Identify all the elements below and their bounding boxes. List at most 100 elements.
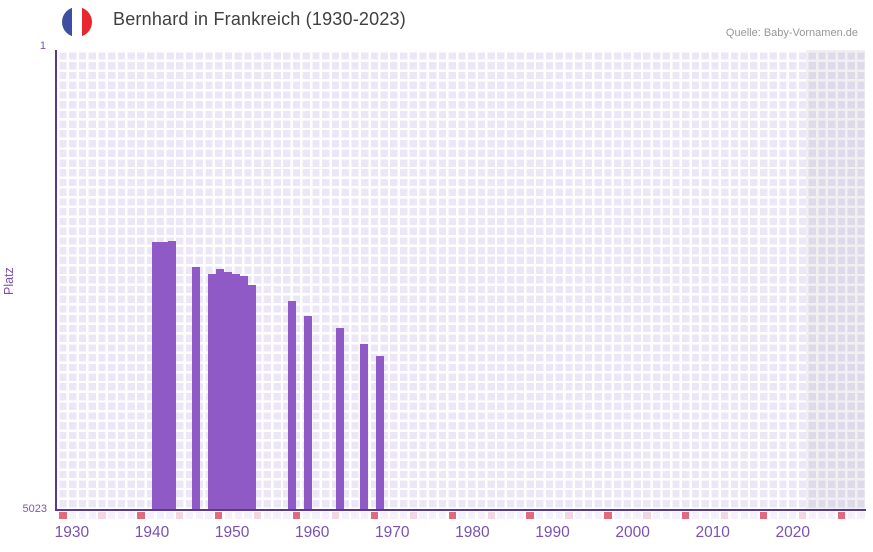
x-tick-label-1990: 1990 bbox=[535, 524, 570, 541]
bar-1968[interactable] bbox=[376, 355, 384, 509]
strip-cell bbox=[740, 511, 748, 519]
strip-cell bbox=[273, 511, 281, 519]
strip-cell bbox=[857, 511, 865, 519]
strip-cell bbox=[88, 511, 96, 519]
strip-cell bbox=[769, 511, 778, 519]
strip-cell bbox=[828, 511, 836, 519]
x-tick-label-2020: 2020 bbox=[775, 524, 811, 541]
strip-cell bbox=[623, 511, 632, 519]
strip-cell bbox=[448, 511, 456, 519]
strip-cell bbox=[604, 511, 612, 519]
strip-cell bbox=[146, 511, 155, 519]
strip-cell bbox=[127, 511, 135, 519]
page-title: Bernhard in Frankreich (1930-2023) bbox=[113, 9, 406, 29]
strip-cell bbox=[837, 511, 846, 519]
flag-blue-stripe bbox=[62, 7, 72, 37]
strip-cell bbox=[536, 511, 544, 519]
x-tick-label-2000: 2000 bbox=[615, 524, 650, 541]
bar-1952[interactable] bbox=[248, 285, 256, 509]
x-tick-label-1930: 1930 bbox=[54, 524, 90, 541]
strip-cell bbox=[594, 511, 602, 519]
x-tick-label-1940: 1940 bbox=[134, 524, 170, 541]
strip-cell bbox=[477, 511, 486, 519]
strip-cell bbox=[292, 511, 301, 519]
strip-cell bbox=[419, 511, 427, 519]
strip-cell bbox=[691, 511, 700, 519]
strip-cell bbox=[429, 511, 437, 519]
y-axis-label: Platz bbox=[2, 267, 16, 295]
strip-cell bbox=[185, 511, 194, 519]
strip-cell bbox=[545, 511, 554, 519]
strip-cell bbox=[506, 511, 515, 519]
strip-cell bbox=[98, 511, 106, 519]
strip-cell bbox=[516, 511, 525, 519]
strip-cell bbox=[643, 511, 651, 519]
strip-cell bbox=[137, 511, 145, 519]
strip-cell bbox=[555, 511, 563, 519]
strip-cell bbox=[156, 511, 165, 519]
bar-1941[interactable] bbox=[160, 241, 168, 509]
strip-cell bbox=[497, 511, 505, 519]
strip-cell bbox=[341, 511, 349, 519]
strip-cell bbox=[117, 511, 126, 519]
strip-cell bbox=[302, 511, 310, 519]
source-credit: Quelle: Baby-Vornamen.de bbox=[725, 27, 858, 39]
x-axis-labels: 1930 1940 1950 1960 1970 1980 1990 2000 2010 2020 bbox=[54, 524, 865, 544]
bar-1951[interactable] bbox=[240, 275, 248, 509]
bar-1942[interactable] bbox=[168, 241, 176, 509]
strip-cell bbox=[244, 511, 252, 519]
x-tick-label-1950: 1950 bbox=[214, 524, 250, 541]
strip-cell bbox=[847, 511, 855, 519]
bar-1948[interactable] bbox=[216, 269, 224, 509]
bar-1949[interactable] bbox=[224, 272, 232, 509]
strip-cell bbox=[195, 511, 203, 519]
strip-cell bbox=[312, 511, 320, 519]
strip-cell bbox=[59, 511, 67, 519]
strip-cell bbox=[701, 511, 709, 519]
x-axis-line bbox=[55, 509, 866, 511]
strip-cell bbox=[721, 511, 729, 519]
bar-1963[interactable] bbox=[336, 327, 344, 509]
strip-cell bbox=[759, 511, 768, 519]
strip-cell bbox=[584, 511, 593, 519]
bar-1957[interactable] bbox=[288, 300, 296, 509]
bar-1966[interactable] bbox=[360, 343, 368, 509]
strip-cell bbox=[438, 511, 447, 519]
strip-cell bbox=[331, 511, 340, 519]
strip-cell bbox=[789, 511, 797, 519]
strip-cell bbox=[818, 511, 826, 519]
bar-1950[interactable] bbox=[232, 274, 240, 509]
bar-1945[interactable] bbox=[192, 267, 200, 509]
strip-cell bbox=[662, 511, 670, 519]
strip-cell bbox=[224, 511, 233, 519]
bar-1959[interactable] bbox=[304, 315, 312, 509]
strip-cell bbox=[652, 511, 661, 519]
y-axis-bottom-tick: 5023 bbox=[22, 503, 47, 515]
y-axis-top-tick: 1 bbox=[39, 40, 46, 52]
strip-cell bbox=[351, 511, 359, 519]
plot-area bbox=[57, 50, 865, 509]
strip-cell bbox=[487, 511, 495, 519]
strip-cell bbox=[633, 511, 641, 519]
flag-white-stripe bbox=[72, 7, 82, 37]
strip-cell bbox=[614, 511, 622, 519]
strip-cell bbox=[205, 511, 213, 519]
axis-tick-strip bbox=[57, 511, 866, 519]
strip-cell bbox=[798, 511, 807, 519]
bar-1947[interactable] bbox=[208, 274, 216, 509]
strip-cell bbox=[711, 511, 719, 519]
bar-1940[interactable] bbox=[152, 241, 160, 509]
strip-cell bbox=[322, 511, 330, 519]
strip-cell bbox=[575, 511, 583, 519]
strip-cell bbox=[69, 511, 77, 519]
strip-cell bbox=[730, 511, 739, 519]
strip-cell bbox=[672, 511, 680, 519]
y-axis-line bbox=[55, 50, 57, 510]
strip-cell bbox=[380, 511, 388, 519]
strip-cell bbox=[166, 511, 174, 519]
strip-cell bbox=[78, 511, 87, 519]
x-tick-label-2010: 2010 bbox=[695, 524, 730, 541]
strip-cell bbox=[263, 511, 272, 519]
strip-cell bbox=[176, 511, 184, 519]
flag-red-stripe bbox=[82, 7, 92, 37]
